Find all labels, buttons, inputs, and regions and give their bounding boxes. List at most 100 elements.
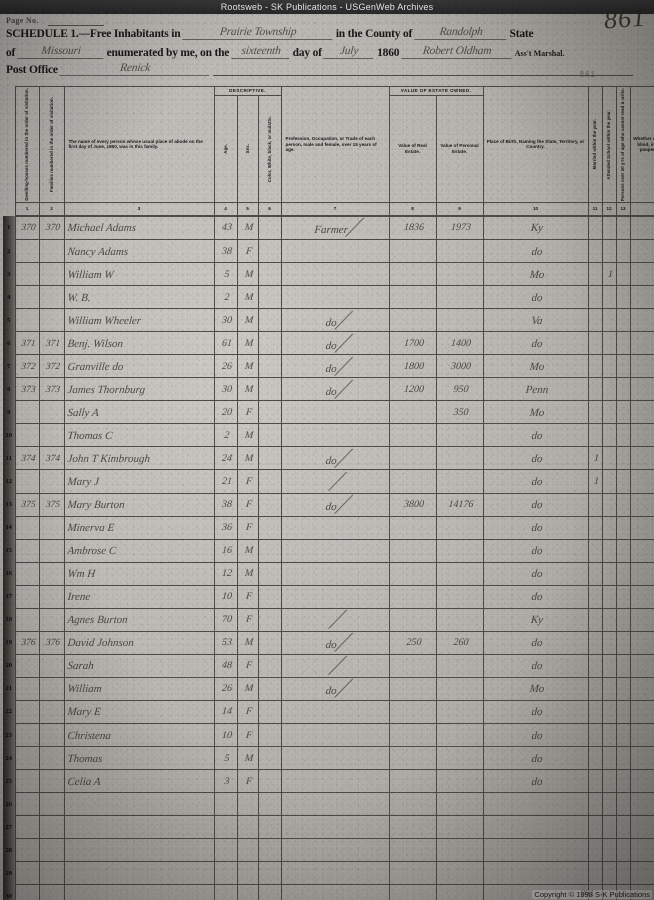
bottom-page-number: 861 <box>580 888 595 898</box>
cell-defect-note <box>628 331 654 355</box>
table-row[interactable]: 2828 <box>3 838 654 862</box>
table-row[interactable]: 2727 <box>3 815 654 839</box>
cell-color <box>256 838 283 862</box>
cell-family-number <box>37 308 66 332</box>
cell-defect-note <box>628 769 654 793</box>
cell-person-name <box>62 838 216 862</box>
cell-sex: M <box>235 423 260 447</box>
year-value: 1860 <box>377 47 400 59</box>
table-row[interactable]: 2929 <box>3 861 654 885</box>
cell-sex: M <box>235 631 260 655</box>
cell-occupation: do ╱ <box>279 446 391 470</box>
table-row[interactable]: 3030 <box>3 884 654 900</box>
colnum-13: 13 <box>615 201 631 216</box>
occupation-check-mark: ╱ <box>335 378 349 399</box>
cell-dwelling-number <box>13 516 41 540</box>
cell-defect-note <box>628 585 654 609</box>
cell-age: 43 <box>212 216 239 240</box>
cell-color <box>256 769 283 793</box>
table-row[interactable]: 24Thomas5Mdo24 <box>3 746 654 770</box>
cell-defect-note <box>628 308 654 332</box>
cell-age: 12 <box>212 562 239 586</box>
cell-personal-estate-value: 950 <box>434 377 485 401</box>
cell-personal-estate-value <box>434 539 485 563</box>
table-row[interactable]: 23Christena10Fdo23 <box>3 723 654 747</box>
cell-age: 30 <box>212 308 239 332</box>
cell-birthplace: Va <box>481 308 590 332</box>
cell-sex <box>235 861 260 885</box>
cell-age <box>212 861 239 885</box>
occupation-check-mark: ╱ <box>330 471 344 491</box>
cell-real-estate-value: 1800 <box>387 354 438 378</box>
cell-color <box>256 262 283 286</box>
cell-real-estate-value <box>387 608 438 632</box>
cell-dwelling-number <box>13 884 41 900</box>
cell-defect-note <box>628 539 654 563</box>
cell-personal-estate-value <box>434 654 485 678</box>
cell-defect-note <box>628 446 654 470</box>
cell-age: 2 <box>212 423 239 447</box>
cell-real-estate-value <box>387 792 438 816</box>
cell-family-number <box>37 838 66 862</box>
cell-family-number <box>37 769 66 793</box>
row-number-left: 19 <box>3 631 15 655</box>
row-number-left: 1 <box>3 216 15 240</box>
cell-age: 26 <box>212 354 239 378</box>
cell-personal-estate-value: 1973 <box>434 216 485 240</box>
cell-birthplace: do <box>481 631 590 655</box>
occupation-check-mark: ╱ <box>335 448 349 468</box>
cell-dwelling-number <box>13 539 41 563</box>
table-row[interactable]: 17Irene10Fdo17 <box>3 585 654 609</box>
cell-dwelling-number <box>13 608 41 632</box>
row-number-left: 6 <box>3 331 15 355</box>
row-number-left: 14 <box>3 516 15 540</box>
table-row[interactable]: 2626 <box>3 792 654 816</box>
cell-person-name: James Thornburg <box>62 377 216 401</box>
row-number-left: 29 <box>3 861 15 885</box>
cell-sex: M <box>235 746 260 770</box>
cell-person-name <box>62 792 216 816</box>
cell-dwelling-number: 373 <box>13 377 41 401</box>
cell-birthplace: do <box>481 746 590 770</box>
cell-personal-estate-value <box>434 815 485 839</box>
cell-age: 10 <box>212 723 239 747</box>
cell-defect-note <box>628 815 654 839</box>
table-row[interactable]: 1 370 370 Michael Adams 43 M Farmer ╱ 1836 1973 K… <box>3 216 654 240</box>
cell-family-number <box>37 815 66 839</box>
cell-person-name: Sarah <box>62 654 216 678</box>
cell-defect-note <box>628 493 654 517</box>
cell-sex: F <box>235 723 260 747</box>
cell-defect-note <box>628 654 654 678</box>
cell-age: 61 <box>212 331 239 355</box>
cell-occupation: do ╱ <box>279 331 391 355</box>
table-row[interactable]: 4W. B.2Mdo4 <box>3 285 654 309</box>
cell-birthplace: do <box>481 446 590 470</box>
cell-personal-estate-value <box>434 723 485 747</box>
occupation-check-mark: ╱ <box>330 655 344 676</box>
cell-sex: M <box>235 285 260 309</box>
cell-person-name: Wm H <box>62 562 216 586</box>
cell-defect-note <box>628 516 654 540</box>
cell-family-number <box>37 861 66 885</box>
cell-age: 5 <box>212 262 239 286</box>
